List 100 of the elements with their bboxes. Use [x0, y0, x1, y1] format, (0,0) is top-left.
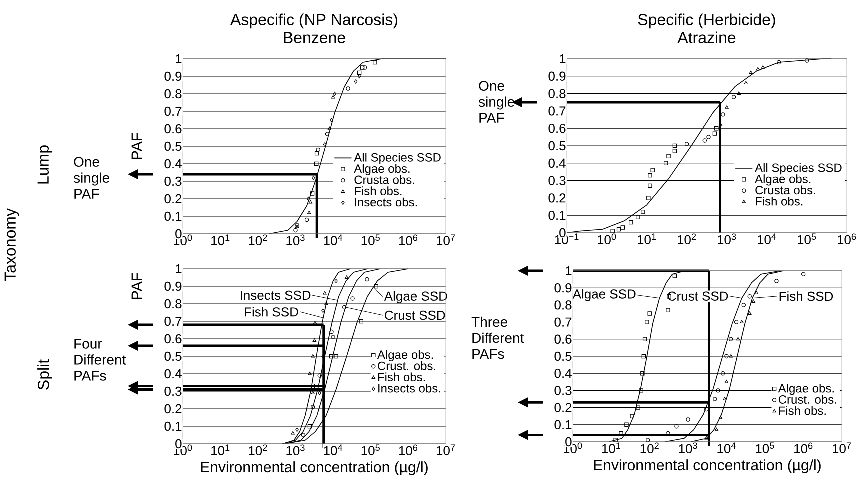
x-tick-label: 10$^{7}$: [832, 442, 852, 454]
legend-label: Insects obs.: [378, 384, 440, 393]
y-tick-label: 0.8: [554, 300, 572, 310]
x-tick-label: 10$^{6}$: [399, 234, 418, 246]
annotation: Algae SSD: [572, 289, 636, 302]
x-tick-label: 10$^{5}$: [798, 234, 816, 244]
legend-label: Insects obs.: [355, 198, 418, 207]
y-tick-label: 0.2: [548, 194, 566, 203]
legend-label: All Species SSD: [354, 153, 441, 164]
y-tick-label: 1: [176, 264, 182, 274]
annotation: Algae SSD: [384, 291, 448, 304]
x-tick-label: 10$^{5}$: [362, 234, 380, 246]
text: One single PAF: [478, 81, 514, 123]
y-tick-label: 0.7: [554, 318, 572, 327]
legend-label: Crust. obs.: [778, 395, 836, 404]
text: Lump: [38, 146, 52, 184]
legend-label: Algae obs.: [778, 384, 834, 396]
text: Four Different PAFs: [74, 339, 126, 381]
chart-title: Specific (Herbicide): [638, 14, 776, 29]
y-tick-label: 0.5: [164, 142, 182, 152]
chart-subtitle: Atrazine: [678, 32, 736, 44]
legend-label: Algae obs.: [377, 350, 434, 362]
legend-label: Fish obs.: [378, 372, 426, 382]
y-tick-label: 0.5: [554, 352, 572, 362]
y-tick-label: 0.6: [164, 334, 182, 344]
text: Split: [38, 360, 52, 390]
annotation: Fish SSD: [780, 292, 834, 302]
x-tick-label: 10$^{6}$: [838, 234, 856, 245]
x-tick-label: 10$^{5}$: [756, 442, 774, 454]
y-axis-title: PAF: [132, 273, 142, 300]
y-tick-label: 0.4: [548, 158, 566, 168]
x-tick-label: 10$^{2}$: [640, 442, 659, 454]
text: Taxonomy: [4, 208, 20, 282]
chart-title: Aspecific (NP Narcosis): [230, 14, 398, 29]
y-axis-title: PAF: [132, 133, 142, 160]
y-tick-label: 0.4: [164, 369, 182, 379]
legend-label: Algae obs.: [755, 174, 811, 186]
x-tick-label: 10$^{7}$: [436, 234, 456, 246]
y-tick-label: 0.7: [548, 106, 566, 116]
x-tick-label: 10$^{3}$: [286, 234, 305, 246]
y-tick-label: 0.9: [548, 72, 566, 81]
x-tick-label: 10$^{3}$: [718, 234, 736, 245]
y-tick-label: 0.3: [164, 176, 182, 186]
legend-label: Fish obs.: [756, 196, 803, 206]
y-tick-label: 0.8: [548, 89, 566, 98]
x-tick-label: 10$^{5}$: [362, 444, 380, 456]
legend-label: Fish obs.: [779, 406, 826, 416]
x-axis-title: Environmental concentration (µg/l): [201, 462, 428, 476]
y-tick-label: 0.2: [164, 194, 182, 204]
x-axis-title: Environmental concentration (µg/l): [594, 460, 821, 474]
legend-label: Algae obs.: [354, 164, 410, 176]
x-tick-label: 10$^{4}$: [718, 442, 736, 454]
annotation: Insects SSD: [241, 290, 311, 300]
y-tick-label: 0.2: [554, 403, 572, 412]
x-tick-label: 10$^{7}$: [436, 444, 456, 456]
y-tick-label: 0.3: [164, 386, 182, 396]
x-tick-label: 10$^{2}$: [678, 234, 696, 245]
legend-label: Crust. obs.: [378, 362, 436, 370]
x-tick-label: 10$^{4}$: [324, 234, 343, 246]
annotation: Crust SSD: [385, 310, 446, 320]
x-tick-label: 10$^{2}$: [249, 234, 268, 246]
legend-label: Crusta obs.: [354, 175, 414, 184]
legend-label: All Species SSD: [755, 163, 842, 175]
y-tick-label: 0.3: [554, 386, 572, 396]
y-tick-label: 0.9: [164, 72, 182, 82]
y-tick-label: 0.4: [554, 368, 572, 378]
x-tick-label: 10$^{4}$: [324, 444, 343, 456]
y-tick-label: 0.4: [164, 159, 182, 169]
x-tick-label: 10$^{6}$: [794, 442, 813, 454]
text: One single PAF: [74, 157, 110, 199]
y-tick-label: 0.1: [164, 422, 182, 432]
text: Three Different PAFs: [472, 316, 524, 360]
y-tick-label: 0.1: [164, 212, 182, 222]
legend-label: Crusta obs.: [756, 186, 816, 195]
y-tick-label: 0.6: [548, 124, 566, 134]
y-tick-label: 0.2: [164, 404, 182, 414]
chart-subtitle: Benzene: [284, 32, 346, 44]
y-tick-label: 0.6: [164, 124, 182, 134]
y-tick-label: 1: [560, 54, 566, 64]
x-tick-label: 10$^{1}$: [212, 234, 230, 246]
y-tick-label: 0.9: [554, 283, 572, 293]
x-tick-label: 10$^{6}$: [399, 444, 418, 456]
y-tick-label: 0.5: [548, 141, 566, 151]
x-tick-label: 10$^{2}$: [249, 444, 268, 456]
x-tick-label: 10$^{1}$: [212, 444, 230, 456]
x-tick-label: 10$^{3}$: [286, 444, 305, 456]
y-tick-label: 0.3: [548, 176, 566, 186]
y-tick-label: 0.5: [164, 352, 182, 362]
x-tick-label: 10$^{1}$: [638, 234, 656, 244]
x-tick-label: 10$^{3}$: [679, 442, 698, 454]
y-tick-label: 1: [566, 266, 572, 276]
y-tick-label: 0.6: [554, 334, 572, 344]
x-tick-label: 10$^{1}$: [602, 442, 620, 454]
y-tick-label: 0.1: [554, 420, 572, 430]
y-tick-label: 0.7: [164, 106, 182, 116]
y-tick-label: 0.9: [164, 282, 182, 292]
legend-label: Fish obs.: [355, 186, 402, 196]
y-tick-label: 0.8: [164, 89, 182, 99]
annotation: Fish SSD: [245, 307, 298, 317]
x-tick-label: 10$^{4}$: [758, 234, 776, 244]
